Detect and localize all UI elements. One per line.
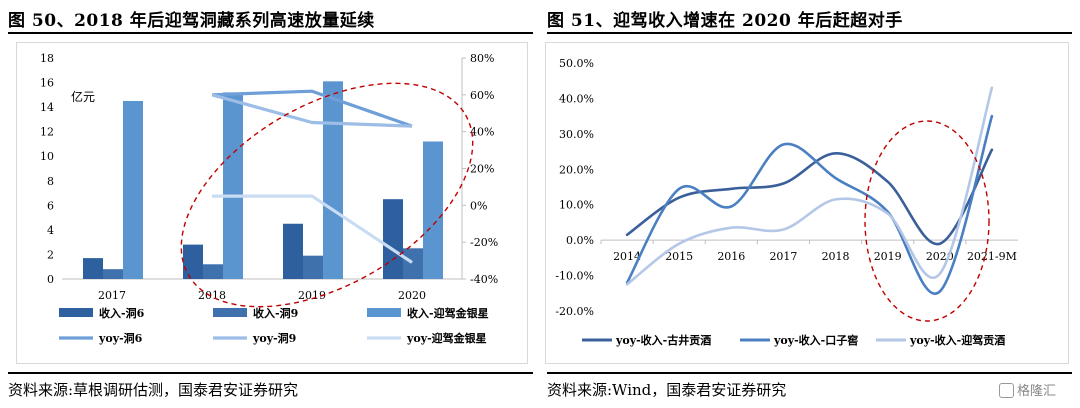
x-tick-label: 2021-9M [967,250,1017,263]
x-tick-label: 2018 [822,250,850,263]
x-tick-label: 2015 [665,250,693,263]
x-tick-label: 2014 [613,250,641,263]
left-chart: 0 2 4 6 8 10 12 14 16 18 -40% -20% 0% 20% 40% 60% 80% 亿元 2… [40,52,498,345]
y-tick-label: 10 [40,150,54,163]
bar-2 [303,255,323,279]
bar-2 [403,248,423,279]
left-source-rule [8,372,533,374]
watermark: 格隆汇 [999,380,1056,399]
bar-2 [103,269,123,279]
watermark-text: 格隆汇 [1017,384,1057,399]
bar-2 [203,264,223,279]
x-tick-label: 2017 [769,250,797,263]
y-tick-label: 20.0% [559,163,594,176]
x-tick-label: 2018 [198,289,226,302]
watermark-logo-icon [999,383,1014,398]
legend-label-3: 收入-迎驾金银星 [407,306,489,320]
legend-swatch-2 [213,308,247,317]
series-line-1 [625,148,994,246]
x-tick-label: 2016 [717,250,745,263]
bar-3 [423,141,443,279]
x-tick-label: 2017 [98,289,126,302]
right-figure-title: 图 51、迎驾收入增速在 2020 年后赶超对手 [547,11,903,31]
x-tick-label: 2019 [298,289,326,302]
series-line-2 [625,114,994,295]
x-tick-label: 2020 [398,289,426,302]
legend-swatch-1 [59,308,93,317]
left-title-rule [8,32,533,34]
left-source-note: 资料来源:草根调研估测，国泰君安证券研究 [8,381,299,399]
left-figure-title: 图 50、2018 年后迎驾洞藏系列高速放量延续 [8,11,375,31]
right-source-note: 资料来源:Wind，国泰君安证券研究 [547,381,787,399]
right-source-rule [547,372,1072,374]
series-line-1 [211,89,413,128]
bar-3 [123,100,143,279]
bar-1 [283,223,303,279]
left-chart-panel: 0 2 4 6 8 10 12 14 16 18 -40% -20% 0% 20% 40% 60% 80% 亿元 2… [16,42,528,364]
y-tick-label: 40.0% [559,92,594,105]
legend-label-2: 收入-洞9 [253,306,298,320]
bar-1 [183,244,203,279]
bar-1 [83,258,103,279]
y-tick-label: -20.0% [555,305,594,318]
right-title-rule [547,32,1072,34]
y-tick-label: 0.0% [566,234,594,247]
y-tick-label: 10.0% [559,199,594,212]
y-tick-label: 18 [40,52,54,65]
y2-tick-label: 60% [470,89,494,102]
bar-3 [323,81,343,279]
right-chart: -20.0% -10.0% 0.0% 10.0% 20.0% 30.0% 40.0% 50.0… [555,57,1018,347]
y-tick-label: 12 [40,126,54,139]
legend-label-2: yoy-收入-口子窖 [773,333,858,347]
y-tick-label: 50.0% [559,57,594,70]
y2-tick-label: -40% [470,273,498,286]
highlight-ellipse [864,120,990,322]
unit-label: 亿元 [71,89,95,104]
series-line-3 [212,194,413,264]
y2-tick-label: 20% [470,163,494,176]
y-tick-label: 4 [47,224,54,237]
x-tick-label: 2019 [874,250,902,263]
y2-tick-label: -20% [470,236,498,249]
legend-label-5: yoy-洞9 [252,331,296,345]
legend-label-1: 收入-洞6 [99,306,145,320]
y-tick-label: 14 [40,101,54,114]
bar-3 [223,92,243,279]
y2-tick-label: 40% [470,126,494,139]
legend-label-1: yoy-收入-古井贡酒 [615,333,711,347]
legend-label-4: yoy-洞6 [98,331,143,345]
y-tick-label: 16 [40,77,54,90]
highlight-ellipse [180,82,474,308]
y-tick-label: -10.0% [555,270,594,283]
legend-label-3: yoy-收入-迎驾贡酒 [909,333,1005,347]
y-tick-label: 0 [47,273,54,286]
y2-tick-label: 80% [470,52,494,65]
y-tick-label: 8 [47,175,54,188]
legend-label-6: yoy-迎驾金银星 [406,331,487,345]
series-line-3 [625,86,994,286]
right-chart-panel: -20.0% -10.0% 0.0% 10.0% 20.0% 30.0% 40.0% 50.0… [545,42,1069,364]
bar-1 [383,199,403,279]
y2-tick-label: 0% [470,199,487,212]
legend-swatch-3 [367,308,401,317]
y-tick-label: 6 [47,199,54,212]
y-tick-label: 30.0% [559,128,594,141]
series-line-2 [211,93,413,128]
y-tick-label: 2 [47,248,54,261]
